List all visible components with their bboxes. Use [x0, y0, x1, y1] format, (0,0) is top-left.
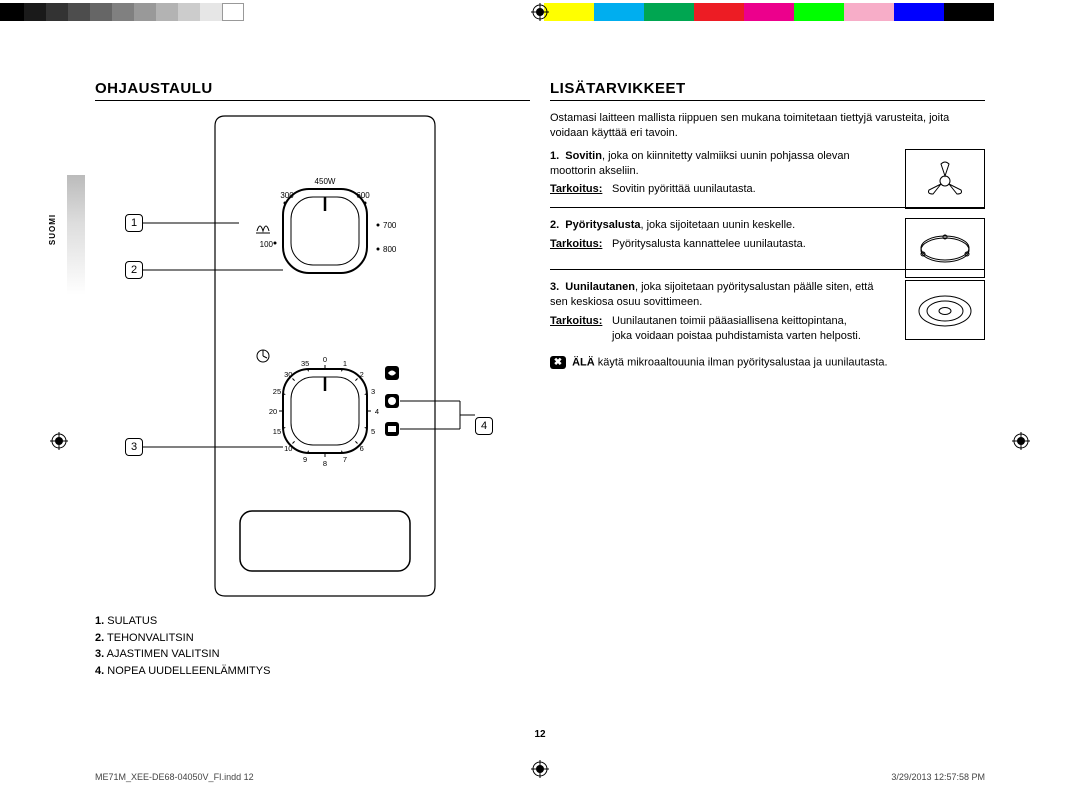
legend-item: 3. AJASTIMEN VALITSIN: [95, 646, 530, 663]
warning-bold: ÄLÄ: [572, 356, 595, 368]
footer-timestamp: 3/29/2013 12:57:58 PM: [891, 772, 985, 782]
accessory-icon: [905, 218, 985, 278]
svg-text:35: 35: [301, 359, 309, 368]
svg-text:6: 6: [360, 444, 364, 453]
page-number: 12: [534, 729, 545, 740]
svg-text:4: 4: [375, 407, 379, 416]
svg-text:20: 20: [269, 407, 277, 416]
accessory-icon: [905, 149, 985, 209]
warning-text: käytä mikroaaltouunia ilman pyöritysalus…: [595, 356, 888, 368]
svg-text:2: 2: [360, 370, 364, 379]
svg-text:8: 8: [323, 459, 327, 468]
registration-mark-top: [531, 3, 549, 21]
callout-4: 4: [475, 417, 493, 435]
callout-3: 3: [125, 438, 143, 456]
legend-item: 4. NOPEA UUDELLEENLÄMMITYS: [95, 663, 530, 680]
warning-icon: ✖: [550, 356, 566, 369]
control-panel-diagram: 100 300 450W 600 700 800 0 1 23 4 56 7 8 9 1015 2…: [195, 111, 455, 601]
svg-text:450W: 450W: [315, 177, 336, 186]
svg-text:9: 9: [303, 455, 307, 464]
svg-text:1: 1: [343, 359, 347, 368]
legend-item: 2. TEHONVALITSIN: [95, 630, 530, 647]
svg-text:0: 0: [323, 355, 327, 364]
svg-text:7: 7: [343, 455, 347, 464]
control-panel-legend: 1. SULATUS2. TEHONVALITSIN3. AJASTIMEN V…: [95, 613, 530, 679]
callout-2: 2: [125, 261, 143, 279]
section-title-accessories: LISÄTARVIKKEET: [550, 80, 985, 101]
svg-text:600: 600: [356, 191, 370, 200]
svg-text:700: 700: [383, 221, 397, 230]
callout-1: 1: [125, 214, 143, 232]
svg-text:100: 100: [260, 240, 274, 249]
language-tab: SUOMI: [67, 175, 85, 295]
svg-text:300: 300: [280, 191, 294, 200]
language-tab-label: SUOMI: [48, 214, 57, 245]
legend-item: 1. SULATUS: [95, 613, 530, 630]
svg-text:5: 5: [371, 427, 375, 436]
accessory-icon: [905, 280, 985, 340]
svg-text:800: 800: [383, 245, 397, 254]
registration-mark-left: [50, 432, 68, 450]
accessory-item: 3. Uunilautanen, joka sijoitetaan pyörit…: [550, 280, 985, 343]
section-title-control-panel: OHJAUSTAULU: [95, 80, 530, 101]
accessory-item: 2. Pyöritysalusta, joka sijoitetaan uuni…: [550, 218, 985, 270]
footer-filename: ME71M_XEE-DE68-04050V_FI.indd 12: [95, 772, 254, 782]
warning-note: ✖ ÄLÄ käytä mikroaaltouunia ilman pyörit…: [550, 356, 985, 369]
svg-text:15: 15: [273, 427, 281, 436]
svg-text:25: 25: [273, 387, 281, 396]
accessory-item: 1. Sovitin, joka on kiinnitetty valmiiks…: [550, 149, 985, 209]
accessories-intro: Ostamasi laitteen mallista riippuen sen …: [550, 111, 985, 141]
registration-mark-right: [1012, 432, 1030, 450]
svg-text:3: 3: [371, 387, 375, 396]
svg-text:30: 30: [284, 370, 292, 379]
svg-text:10: 10: [284, 444, 292, 453]
